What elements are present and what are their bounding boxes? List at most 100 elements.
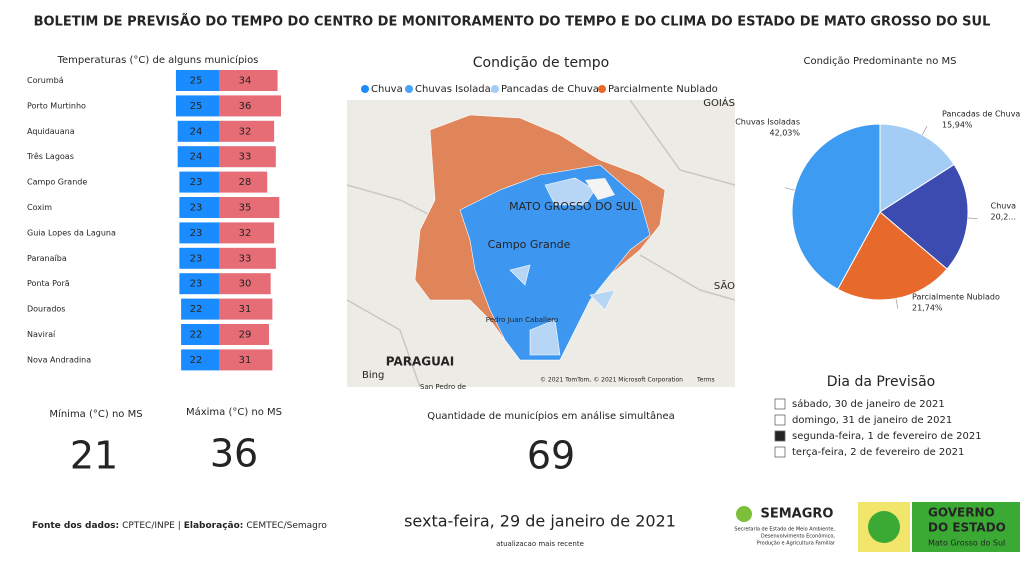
slicer-checkbox[interactable]: [774, 446, 786, 458]
logo-text: Mato Grosso do Sul: [928, 539, 1005, 548]
value-label: 28: [239, 177, 252, 188]
bar: [219, 197, 280, 218]
legend-label: Chuva: [371, 84, 403, 95]
value-label: 32: [239, 228, 252, 239]
bar: [219, 298, 273, 320]
bar: [179, 171, 219, 193]
category-label: Porto Murtinho: [27, 101, 86, 110]
value-label: 31: [239, 355, 252, 366]
map[interactable]: MATO GROSSO DO SUL Campo Grande Pedro Ju…: [346, 96, 736, 391]
bar: [177, 146, 219, 168]
value-label: 34: [239, 76, 252, 87]
map-label: San Pedro de: [420, 383, 466, 391]
value-label: 31: [239, 304, 252, 315]
category-label: Corumbá: [27, 76, 64, 85]
footer-note: atualizacao mais recente: [496, 540, 584, 548]
slicer-option[interactable]: domingo, 31 de janeiro de 2021: [792, 415, 952, 426]
map-label: GOIÁS: [703, 96, 735, 109]
footer-text: Elaboração:: [184, 521, 244, 531]
pie-value-label: 20,2...: [991, 213, 1016, 222]
value-label: 33: [239, 152, 252, 163]
bar: [219, 171, 268, 193]
leader-line: [921, 125, 928, 135]
value-label: 23: [190, 177, 203, 188]
legend-marker: [491, 85, 499, 93]
slicer-checkbox[interactable]: [774, 430, 786, 442]
category-label: Ponta Porã: [27, 279, 70, 288]
slicer-option[interactable]: terça-feira, 2 de fevereiro de 2021: [792, 447, 964, 458]
value-label: 30: [239, 279, 252, 290]
value-label: 25: [190, 101, 203, 112]
logo-text: Produção e Agricultura Familiar: [757, 541, 836, 547]
pie-slice: [879, 163, 969, 270]
pie-slice: [837, 211, 948, 301]
bar: [175, 95, 219, 117]
bar: [179, 247, 219, 269]
slicer-checkbox[interactable]: [774, 398, 786, 410]
kpi-value: 21: [70, 434, 118, 478]
map-title: Condição de tempo: [473, 55, 609, 71]
map-label: SÃO: [714, 279, 735, 292]
slicer-title: Dia da Previsão: [827, 374, 936, 390]
legend-marker: [598, 85, 606, 93]
pie-label: Parcialmente Nublado: [912, 293, 1000, 302]
bar: [179, 222, 219, 244]
logo-text: Desenvolvimento Econômico,: [761, 533, 836, 540]
slicer-option[interactable]: sábado, 30 de janeiro de 2021: [792, 398, 945, 410]
legend-marker: [405, 85, 413, 93]
bar: [219, 222, 275, 244]
logo-emblem: [868, 511, 900, 543]
value-label: 23: [190, 228, 203, 239]
legend-marker: [361, 85, 369, 93]
pie-label: Pancadas de Chuva: [942, 110, 1020, 119]
category-label: Nova Andradina: [27, 355, 91, 364]
category-label: Dourados: [27, 305, 65, 314]
map-region-none: [585, 178, 615, 200]
value-label: 32: [239, 126, 252, 137]
value-label: 23: [190, 279, 203, 290]
logo-box: [912, 502, 1020, 552]
pie-value-label: 15,94%: [942, 121, 973, 130]
legend-label: Pancadas de Chuva: [501, 84, 599, 95]
slicer-option[interactable]: segunda-feira, 1 de fevereiro de 2021: [792, 431, 982, 442]
logo-icon: [736, 506, 752, 522]
map-terms[interactable]: Terms: [696, 377, 715, 384]
government-logo: GOVERNO DO ESTADO Mato Grosso do Sul: [858, 502, 1020, 552]
leader-line: [784, 187, 795, 191]
map-label: Pedro Juan Caballero: [486, 316, 559, 324]
category-label: Guia Lopes da Laguna: [27, 228, 116, 237]
value-label: 22: [190, 304, 203, 315]
category-label: Aquidauana: [27, 127, 75, 136]
semagro-logo: SEMAGRO Secretaria de Estado de Meio Amb…: [734, 506, 836, 547]
value-label: 24: [190, 152, 203, 163]
bar: [219, 120, 275, 142]
value-label: 23: [190, 253, 203, 264]
footer-text: CPTEC/INPE |: [122, 521, 181, 531]
bar: [175, 70, 219, 91]
bar: [219, 95, 281, 117]
pie-label: Chuva: [991, 202, 1016, 211]
value-label: 35: [239, 203, 252, 214]
logo-text: Secretaria de Estado de Meio Ambiente,: [734, 527, 835, 533]
category-label: Paranaíba: [27, 254, 67, 263]
kpi-label: Máxima (°C) no MS: [186, 406, 282, 418]
bar-title: Temperaturas (°C) de alguns municípios: [57, 54, 259, 66]
value-label: 33: [239, 253, 252, 264]
leader-line: [895, 298, 899, 309]
category-label: Campo Grande: [27, 178, 87, 187]
pie-label: Chuvas Isoladas: [735, 118, 800, 127]
value-label: 36: [239, 101, 252, 112]
slicer-checkbox[interactable]: [774, 414, 786, 426]
kpi-label: Quantidade de municípios em análise simu…: [427, 410, 675, 422]
legend-label: Parcialmente Nublado: [608, 84, 718, 95]
bar: [219, 247, 276, 269]
bar: [181, 324, 219, 345]
map-region-rain: [459, 164, 651, 361]
category-label: Naviraí: [27, 330, 56, 339]
pie-value-label: 42,03%: [769, 129, 800, 138]
map-region-showers: [509, 177, 616, 356]
value-label: 25: [190, 76, 203, 87]
footer-source: Fonte dos dados: CPTEC/INPE | Elaboração: C…: [32, 521, 327, 531]
pie-title: Condição Predominante no MS: [803, 56, 956, 67]
